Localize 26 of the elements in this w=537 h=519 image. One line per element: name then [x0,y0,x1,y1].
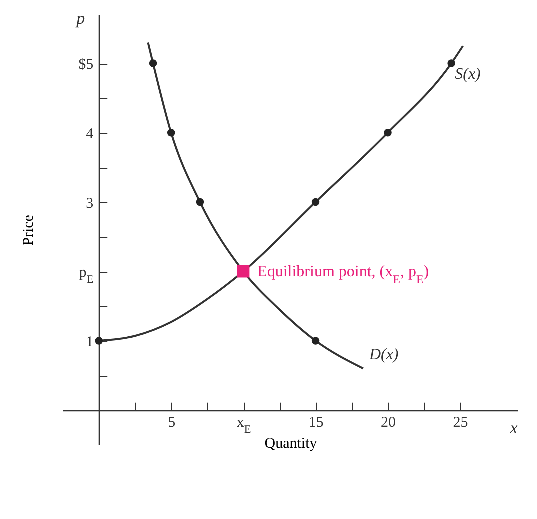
x-tick-label: 20 [381,414,396,431]
point [95,337,103,345]
annotation: Equilibrium point, (x$_{E}$, p$_{E}$) [258,264,430,287]
series-label: S(x) [455,66,481,84]
series-label: D(x) [368,346,399,364]
x-tick-label: 15 [308,414,324,431]
point [196,198,204,206]
point [312,198,320,206]
annotation: x [509,418,518,438]
x-tick-label: x$_{E}$ [236,414,252,436]
point [384,129,392,137]
x-tick-label: 5 [168,414,176,431]
y-axis-title: Price [21,214,38,246]
point [237,265,250,278]
point [149,60,158,68]
point [312,337,320,345]
y-tick-label: 1 [86,334,94,350]
annotation: p [76,9,86,28]
x-tick-label: 25 [453,414,468,431]
point [448,60,456,68]
y-tick-label: 3 [86,196,94,212]
y-tick-label: p$_{E}$ [79,265,94,286]
y-tick-label: $5 [78,57,94,74]
y-tick-label: 4 [86,126,94,142]
point [167,129,176,137]
x-axis-title: Quantity [264,436,318,452]
